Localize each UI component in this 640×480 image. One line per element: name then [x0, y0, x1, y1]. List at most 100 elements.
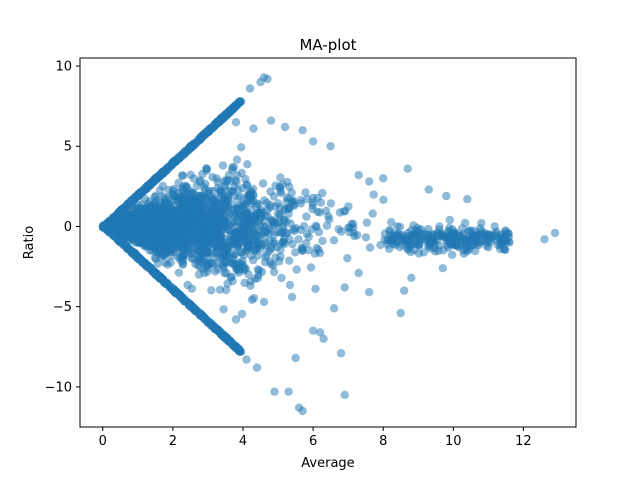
scatter-point — [308, 200, 317, 210]
scatter-point — [182, 182, 191, 191]
scatter-point — [98, 222, 108, 231]
scatter-point — [218, 260, 227, 269]
scatter-point — [163, 260, 172, 269]
scatter-point — [266, 116, 276, 125]
scatter-point — [178, 259, 187, 268]
scatter-point — [302, 212, 311, 221]
scatter-point — [379, 195, 388, 204]
scatter-point — [298, 406, 307, 416]
scatter-point — [184, 199, 193, 208]
scatter-point — [254, 270, 263, 280]
y-tick-label: −5 — [53, 300, 72, 315]
scatter-point — [217, 188, 226, 197]
scatter-point — [173, 241, 183, 250]
scatter-point — [229, 163, 239, 172]
scatter-point — [298, 126, 307, 135]
scatter-point — [116, 238, 125, 247]
scatter-point — [277, 273, 286, 283]
scatter-point — [200, 238, 209, 247]
scatter-point — [337, 227, 346, 236]
scatter-point — [174, 188, 184, 197]
scatter-point — [302, 194, 312, 204]
scatter-point — [218, 251, 227, 261]
scatter-point — [202, 164, 211, 173]
scatter-point — [199, 264, 208, 273]
scatter-point — [287, 188, 296, 197]
scatter-point — [361, 233, 371, 242]
scatter-point — [285, 280, 295, 290]
scatter-point — [187, 246, 197, 255]
scatter-point — [249, 293, 259, 303]
scatter-point — [263, 74, 272, 84]
scatter-point — [224, 171, 234, 180]
scatter-point — [460, 218, 470, 228]
scatter-point — [469, 230, 478, 239]
scatter-point — [219, 305, 228, 314]
scatter-point — [219, 244, 228, 253]
scatter-point — [156, 252, 165, 262]
scatter-point — [260, 258, 270, 267]
scatter-point — [321, 206, 331, 215]
scatter-point — [275, 257, 284, 266]
chart-title: MA-plot — [299, 36, 356, 54]
scatter-point — [258, 179, 268, 188]
scatter-point — [130, 216, 139, 225]
scatter-point — [244, 229, 253, 238]
scatter-point — [211, 233, 220, 242]
scatter-point — [343, 254, 352, 263]
scatter-point — [368, 209, 377, 218]
scatter-point — [203, 318, 213, 327]
scatter-point — [490, 222, 499, 231]
scatter-point — [540, 235, 549, 244]
scatter-point — [365, 177, 374, 186]
scatter-point — [326, 142, 335, 151]
x-axis-ticks: 0 2 4 6 8 10 12 — [99, 427, 532, 449]
scatter-point — [133, 254, 142, 263]
scatter-point — [354, 268, 363, 278]
scatter-point — [298, 246, 307, 255]
x-tick-label: 0 — [99, 434, 107, 449]
scatter-point — [272, 242, 282, 252]
y-tick-label: 5 — [64, 140, 72, 155]
scatter-point — [255, 208, 265, 217]
scatter-point — [225, 220, 234, 229]
scatter-point — [417, 230, 426, 239]
scatter-point — [230, 182, 239, 191]
scatter-point — [308, 137, 318, 146]
scatter-point — [237, 309, 247, 319]
y-axis-label: Ratio — [22, 226, 37, 259]
scatter-point — [387, 218, 396, 227]
scatter-point — [383, 240, 392, 249]
scatter-point — [152, 197, 161, 206]
scatter-point — [133, 190, 142, 199]
scatter-point — [232, 155, 242, 164]
scatter-points — [98, 73, 560, 416]
scatter-point — [424, 185, 433, 194]
scatter-point — [424, 241, 433, 250]
scatter-point — [494, 233, 504, 242]
scatter-point — [442, 191, 451, 201]
scatter-point — [188, 254, 197, 263]
scatter-point — [280, 234, 289, 243]
scatter-point — [263, 205, 272, 214]
scatter-point — [180, 238, 189, 248]
scatter-point — [311, 284, 320, 293]
scatter-point — [203, 126, 213, 135]
scatter-point — [291, 248, 300, 257]
scatter-point — [127, 229, 136, 239]
scatter-point — [199, 249, 209, 259]
scatter-point — [192, 181, 201, 191]
scatter-point — [340, 283, 349, 292]
y-tick-label: 10 — [55, 60, 72, 75]
scatter-point — [253, 251, 263, 260]
scatter-point — [251, 235, 260, 245]
scatter-point — [296, 199, 306, 208]
scatter-point — [299, 222, 309, 231]
scatter-point — [218, 161, 228, 170]
scatter-point — [125, 245, 135, 254]
scatter-point — [206, 210, 215, 219]
scatter-point — [186, 302, 195, 311]
scatter-point — [235, 233, 245, 242]
scatter-point — [174, 219, 183, 229]
